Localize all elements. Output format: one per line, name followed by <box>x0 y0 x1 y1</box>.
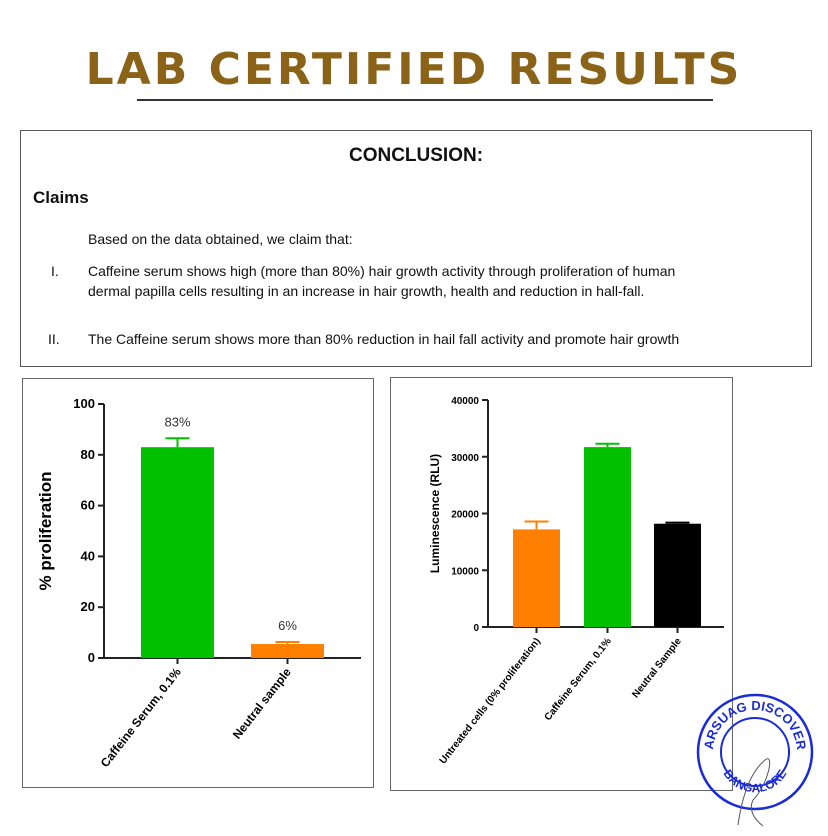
claim-number: I. <box>51 263 59 279</box>
data-label: 83% <box>164 414 190 429</box>
conclusion-box: CONCLUSION: Claims Based on the data obt… <box>20 130 812 367</box>
y-tick-label: 20000 <box>451 510 479 521</box>
title-underline <box>137 99 713 101</box>
page-title: LAB CERTIFIED RESULTS <box>85 44 743 95</box>
x-tick-label: Caffeine Serum, 0.1% <box>98 665 184 770</box>
bar <box>251 644 324 658</box>
bar <box>141 447 214 658</box>
claim-line: dermal papilla cells resulting in an inc… <box>88 283 645 299</box>
y-tick-label: 0 <box>473 623 479 634</box>
luminescence-chart: 0 10000 20000 30000 40000 Luminescence (RLU) U… <box>428 396 724 766</box>
y-tick-label: 100 <box>73 396 95 411</box>
conclusion-heading: CONCLUSION: <box>348 145 484 166</box>
x-tick-label: Caffeine Serum, 0.1% <box>543 636 614 723</box>
signature <box>737 758 771 827</box>
claims-heading: Claims <box>33 188 89 207</box>
y-tick-label: 60 <box>81 498 95 513</box>
y-tick-label: 40 <box>81 548 95 563</box>
claim-line: Caffeine serum shows high (more than 80%… <box>88 263 676 279</box>
x-tick-label: Neutral sample <box>230 665 294 742</box>
claim-text: Caffeine serum shows high (more than 80%… <box>88 261 675 301</box>
luminescence-chart-panel: 0 10000 20000 30000 40000 Luminescence (RLU) U… <box>390 377 733 791</box>
y-axis-label: Luminescence (RLU) <box>428 454 442 573</box>
y-tick-label: 30000 <box>451 453 479 464</box>
y-axis-label: % proliferation <box>36 471 55 590</box>
bar <box>513 529 560 627</box>
svg-text:SARSUAG DISCOVERY: SARSUAG DISCOVERY <box>693 690 809 751</box>
y-tick-label: 10000 <box>451 566 479 577</box>
x-tick-label: Neutral Sample <box>630 636 684 700</box>
claims-intro: Based on the data obtained, we claim tha… <box>88 231 353 247</box>
proliferation-chart-panel: 0 20 40 60 80 100 % proliferation Caffeine Seru… <box>22 378 374 788</box>
claim-text: The Caffeine serum shows more than 80% r… <box>88 331 680 347</box>
data-label: 6% <box>278 618 297 633</box>
y-tick-label: 80 <box>81 447 95 462</box>
y-tick-label: 40000 <box>451 396 479 407</box>
stamp-text: SARSUAG DISCOVERY <box>693 690 809 751</box>
certification-stamp: SARSUAG DISCOVERY BANGALORE <box>693 690 814 827</box>
proliferation-chart: 0 20 40 60 80 100 % proliferation Caffeine Seru… <box>36 396 361 770</box>
x-tick-label: Untreated cells (0% proliferation) <box>438 636 543 766</box>
y-tick-label: 20 <box>81 599 95 614</box>
y-tick-label: 0 <box>88 650 95 665</box>
bar <box>584 447 631 627</box>
claim-number: II. <box>48 331 60 347</box>
bar <box>654 523 701 627</box>
